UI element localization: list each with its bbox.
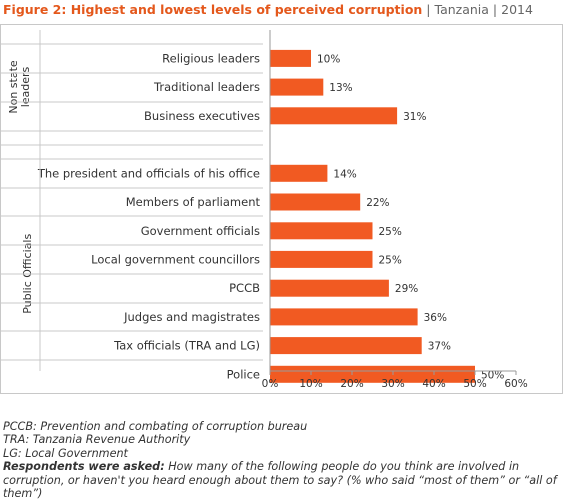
data-label: 13% bbox=[329, 82, 352, 94]
bar bbox=[270, 193, 361, 211]
x-tick-label: 0% bbox=[262, 378, 279, 390]
bar bbox=[270, 49, 311, 67]
title-year: 2014 bbox=[501, 2, 533, 17]
figure-label: Figure 2: Highest and lowest levels of p… bbox=[3, 2, 423, 17]
note-pccb: PCCB: Prevention and combating of corrup… bbox=[3, 420, 308, 433]
title-separator: | bbox=[426, 2, 431, 17]
bar bbox=[270, 365, 475, 383]
category-label: PCCB bbox=[229, 281, 260, 295]
data-label: 10% bbox=[317, 53, 340, 65]
category-label: Government officials bbox=[141, 224, 260, 238]
bar bbox=[270, 107, 398, 125]
data-label: 29% bbox=[395, 283, 418, 295]
title-separator: | bbox=[492, 2, 498, 17]
chart-notes: PCCB: Prevention and combating of corrup… bbox=[3, 420, 563, 500]
bar bbox=[270, 164, 328, 182]
x-tick-label: 10% bbox=[299, 378, 322, 390]
category-label: Members of parliament bbox=[126, 195, 261, 209]
category-label: Local government councillors bbox=[91, 252, 260, 266]
category-label: Judges and magistrates bbox=[123, 310, 260, 324]
figure-title: Figure 2: Highest and lowest levels of p… bbox=[3, 2, 533, 17]
x-tick-label: 50% bbox=[463, 378, 486, 390]
x-tick-label: 30% bbox=[381, 378, 404, 390]
group-label: Non state bbox=[7, 60, 20, 114]
bar bbox=[270, 250, 373, 268]
data-label: 50% bbox=[481, 369, 504, 381]
note-question: Respondents were asked: How many of the … bbox=[3, 460, 563, 500]
x-tick-label: 20% bbox=[340, 378, 363, 390]
data-label: 22% bbox=[366, 197, 389, 209]
category-label: Traditional leaders bbox=[153, 80, 260, 94]
data-label: 14% bbox=[333, 168, 356, 180]
question-text: How many of the following people do you … bbox=[3, 460, 557, 500]
data-label: 37% bbox=[428, 341, 451, 353]
title-country: Tanzania bbox=[434, 2, 489, 17]
bar-chart: Religious leaders 10% Traditional leaders 1… bbox=[1, 30, 528, 390]
bar bbox=[270, 222, 373, 240]
category-label: Religious leaders bbox=[162, 51, 260, 65]
chart-frame: Religious leaders 10% Traditional leaders 1… bbox=[0, 24, 563, 394]
data-label: 31% bbox=[403, 111, 426, 123]
data-label: 25% bbox=[379, 254, 402, 266]
category-label: Business executives bbox=[144, 109, 260, 123]
bar bbox=[270, 337, 422, 355]
group-label: leaders bbox=[19, 66, 32, 107]
category-label: The president and officials of his offic… bbox=[37, 166, 260, 180]
x-tick-label: 40% bbox=[422, 378, 445, 390]
note-lg: LG: Local Government bbox=[3, 446, 128, 460]
category-label: Tax officials (TRA and LG) bbox=[113, 339, 260, 353]
data-label: 36% bbox=[424, 312, 447, 324]
bar bbox=[270, 308, 418, 326]
bar bbox=[270, 78, 324, 96]
category-label: Police bbox=[227, 367, 260, 381]
bar bbox=[270, 279, 389, 297]
data-label: 25% bbox=[379, 226, 402, 238]
note-tra: TRA: Tanzania Revenue Authority bbox=[3, 433, 191, 447]
x-tick-label: 60% bbox=[504, 378, 527, 390]
question-label: Respondents were asked: bbox=[3, 460, 165, 474]
